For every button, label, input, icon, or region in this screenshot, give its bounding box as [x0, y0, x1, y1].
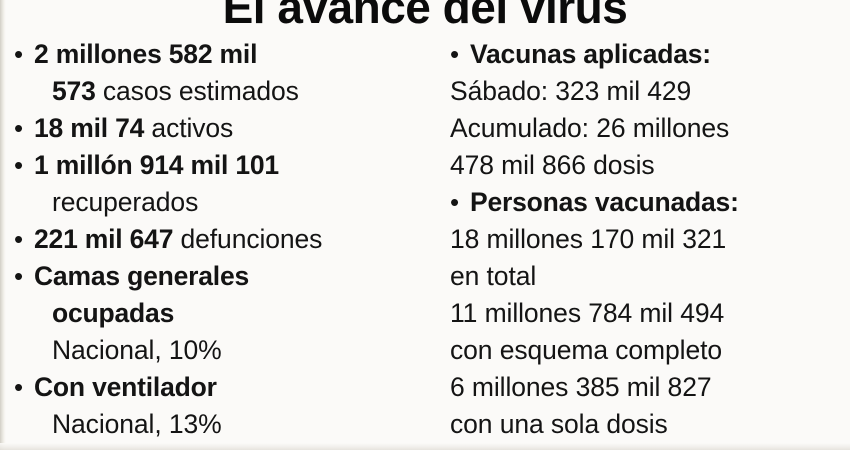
bullet-icon [14, 369, 34, 406]
stat-line: 18 millones 170 mil 321 [450, 221, 848, 258]
stat-line: 221 mil 647 defunciones [14, 221, 438, 258]
bullet-icon [14, 221, 34, 258]
stat-line: 18 mil 74 activos [14, 110, 438, 147]
stat-line: Nacional, 13% [14, 406, 438, 443]
bullet-icon [14, 36, 34, 73]
scan-edge-top [0, 0, 850, 3]
stat-line: Vacunas aplicadas: [450, 36, 848, 73]
stat-label: 478 mil 866 dosis [450, 150, 655, 180]
stat-value: 18 mil 74 [34, 113, 145, 143]
page-title: El avance del virus [222, 0, 628, 33]
stat-label: en total [450, 261, 537, 291]
stat-label: recuperados [52, 187, 199, 217]
stat-value: Con ventilador [34, 372, 217, 402]
stat-line: 2 millones 582 mil [14, 36, 438, 73]
stat-line: ocupadas [14, 295, 438, 332]
stat-label: 6 millones 385 mil 827 [450, 372, 712, 402]
bullet-icon [14, 258, 34, 295]
stat-label: activos [144, 113, 234, 143]
stat-line: 1 millón 914 mil 101 [14, 147, 438, 184]
stat-entry-activos: 18 mil 74 activos [14, 110, 438, 147]
stat-line: Acumulado: 26 millones [450, 110, 848, 147]
stat-label: 18 millones 170 mil 321 [450, 224, 727, 254]
stat-value: 573 [52, 76, 96, 106]
bullet-icon [14, 110, 34, 147]
stat-value: ocupadas [52, 298, 175, 328]
stat-entry-casos-estimados: 2 millones 582 mil 573 casos estimados [14, 36, 438, 110]
stat-value: 221 mil 647 [34, 224, 174, 254]
stat-entry-personas-vacunadas: Personas vacunadas: 18 millones 170 mil 3… [450, 184, 848, 443]
stats-column-right: Vacunas aplicadas: Sábado: 323 mil 429 Acu… [450, 36, 848, 443]
bullet-icon [14, 147, 34, 184]
stat-line: 11 millones 784 mil 494 [450, 295, 848, 332]
stat-line: Con ventilador [14, 369, 438, 406]
stat-label: Sábado: 323 mil 429 [450, 76, 692, 106]
stat-entry-defunciones: 221 mil 647 defunciones [14, 221, 438, 258]
stat-value: Vacunas aplicadas: [470, 39, 711, 69]
bullet-icon [450, 184, 470, 221]
stat-line: recuperados [14, 184, 438, 221]
stat-line: en total [450, 258, 848, 295]
stat-line: 478 mil 866 dosis [450, 147, 848, 184]
stat-entry-recuperados: 1 millón 914 mil 101 recuperados [14, 147, 438, 221]
stat-label: Acumulado: 26 millones [450, 113, 730, 143]
stat-line: 573 casos estimados [14, 73, 438, 110]
stat-value: 1 millón 914 mil 101 [34, 150, 279, 180]
stat-value: Personas vacunadas: [470, 187, 739, 217]
stat-entry-camas-generales-ocupadas: Camas generales ocupadas Nacional, 10% [14, 258, 438, 369]
stat-label: casos estimados [95, 76, 299, 106]
scan-edge-left [0, 0, 6, 450]
stat-entry-vacunas-aplicadas: Vacunas aplicadas: Sábado: 323 mil 429 Acu… [450, 36, 848, 184]
stat-line: 6 millones 385 mil 827 [450, 369, 848, 406]
bullet-icon [450, 36, 470, 73]
stat-label: con una sola dosis [450, 409, 668, 439]
stat-line: Sábado: 323 mil 429 [450, 73, 848, 110]
stat-label: Nacional, 10% [52, 335, 222, 365]
stat-line: con esquema completo [450, 332, 848, 369]
stat-value: Camas generales [34, 261, 250, 291]
stat-label: con esquema completo [450, 335, 722, 365]
stat-line: Nacional, 10% [14, 332, 438, 369]
stat-entry-con-ventilador: Con ventilador Nacional, 13% [14, 369, 438, 443]
stat-line: Camas generales [14, 258, 438, 295]
stat-value: 2 millones 582 mil [34, 39, 258, 69]
stat-label: defunciones [173, 224, 323, 254]
stat-line: con una sola dosis [450, 406, 848, 443]
stat-line: Personas vacunadas: [450, 184, 848, 221]
stat-label: 11 millones 784 mil 494 [450, 298, 725, 328]
stat-label: Nacional, 13% [52, 409, 222, 439]
scan-edge-bottom [0, 443, 850, 450]
